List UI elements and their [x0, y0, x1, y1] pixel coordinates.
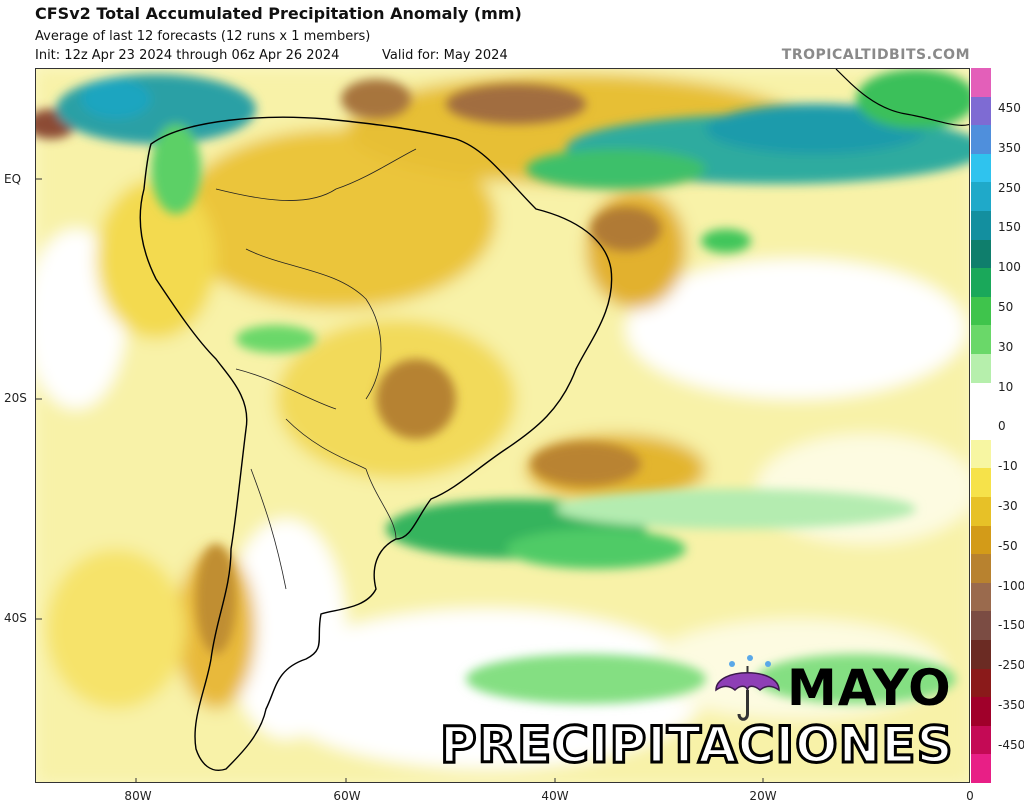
- lon-label-20w: 20W: [749, 789, 777, 803]
- colorbar-tick-label: -10: [998, 459, 1018, 474]
- colorbar-segment: [971, 211, 991, 241]
- colorbar-tick-label: -30: [998, 499, 1018, 513]
- colorbar-segment: [971, 468, 991, 498]
- colorbar-tick-label: 250: [998, 180, 1021, 195]
- lat-label-eq: EQ: [4, 172, 22, 186]
- init-time: Init: 12z Apr 23 2024 through 06z Apr 26…: [35, 48, 340, 63]
- colorbar-tick-label: 150: [998, 220, 1021, 235]
- colorbar-segment: [971, 697, 991, 727]
- colorbar-tick-label: 10: [998, 379, 1014, 394]
- colorbar-segment: [971, 325, 991, 355]
- colorbar-segment: [971, 96, 991, 126]
- map-title: CFSv2 Total Accumulated Precipitation An…: [35, 4, 522, 23]
- colorbar-segment: [971, 268, 991, 298]
- colorbar-segment: [971, 239, 991, 269]
- colorbar: [971, 68, 991, 784]
- colorbar-tick-label: -250: [998, 658, 1024, 673]
- month-word: MAYO: [787, 659, 952, 717]
- colorbar-segment: [971, 153, 991, 183]
- colorbar-segment: [971, 354, 991, 384]
- lon-label-40w: 40W: [541, 789, 569, 803]
- colorbar-segment: [971, 582, 991, 612]
- valid-period: Valid for: May 2024: [382, 48, 508, 63]
- map-subtitle: Average of last 12 forecasts (12 runs x …: [35, 29, 371, 44]
- lon-label-80w: 80W: [124, 789, 152, 803]
- lat-label-40s: 40S: [4, 611, 27, 625]
- colorbar-segment: [971, 640, 991, 670]
- colorbar-tick-label: 100: [998, 260, 1021, 275]
- colorbar-tick-label: 350: [998, 140, 1021, 155]
- colorbar-segment: [971, 554, 991, 584]
- month-overlay: MAYO: [710, 652, 952, 724]
- colorbar-segment: [971, 611, 991, 641]
- colorbar-tick-label: 50: [998, 300, 1014, 314]
- colorbar-tick-label: -350: [998, 698, 1024, 712]
- colorbar-tick-label: -450: [998, 737, 1024, 752]
- colorbar-tick-label: 450: [998, 101, 1021, 115]
- colorbar-tick-label: 0: [998, 419, 1006, 434]
- lat-label-20s: 20S: [4, 391, 27, 405]
- anomaly-field: [36, 69, 969, 782]
- colorbar-segment: [971, 296, 991, 326]
- colorbar-tick-label: 30: [998, 339, 1014, 354]
- colorbar-segment: [971, 497, 991, 527]
- colorbar-segment: [971, 439, 991, 469]
- umbrella-with-rain-icon: [715, 655, 780, 721]
- colorbar-segment: [971, 125, 991, 155]
- precip-word: PRECIPITACIONES: [439, 715, 955, 776]
- colorbar-segment: [971, 668, 991, 698]
- colorbar-segment: [971, 725, 991, 755]
- colorbar-segment: [971, 382, 991, 412]
- colorbar-segment: [971, 68, 991, 98]
- colorbar-segment: [971, 754, 991, 784]
- colorbar-tick-label: -50: [998, 538, 1018, 553]
- brand-watermark: TROPICALTIDBITS.COM: [781, 47, 970, 63]
- lon-label-60w: 60W: [333, 789, 361, 803]
- colorbar-segment: [971, 411, 991, 441]
- colorbar-tick-label: -100: [998, 578, 1024, 593]
- colorbar-segment: [971, 525, 991, 555]
- precip-anomaly-map: [35, 68, 970, 783]
- colorbar-segment: [971, 182, 991, 212]
- colorbar-tick-label: -150: [998, 618, 1024, 633]
- lon-label-0: 0: [966, 789, 974, 803]
